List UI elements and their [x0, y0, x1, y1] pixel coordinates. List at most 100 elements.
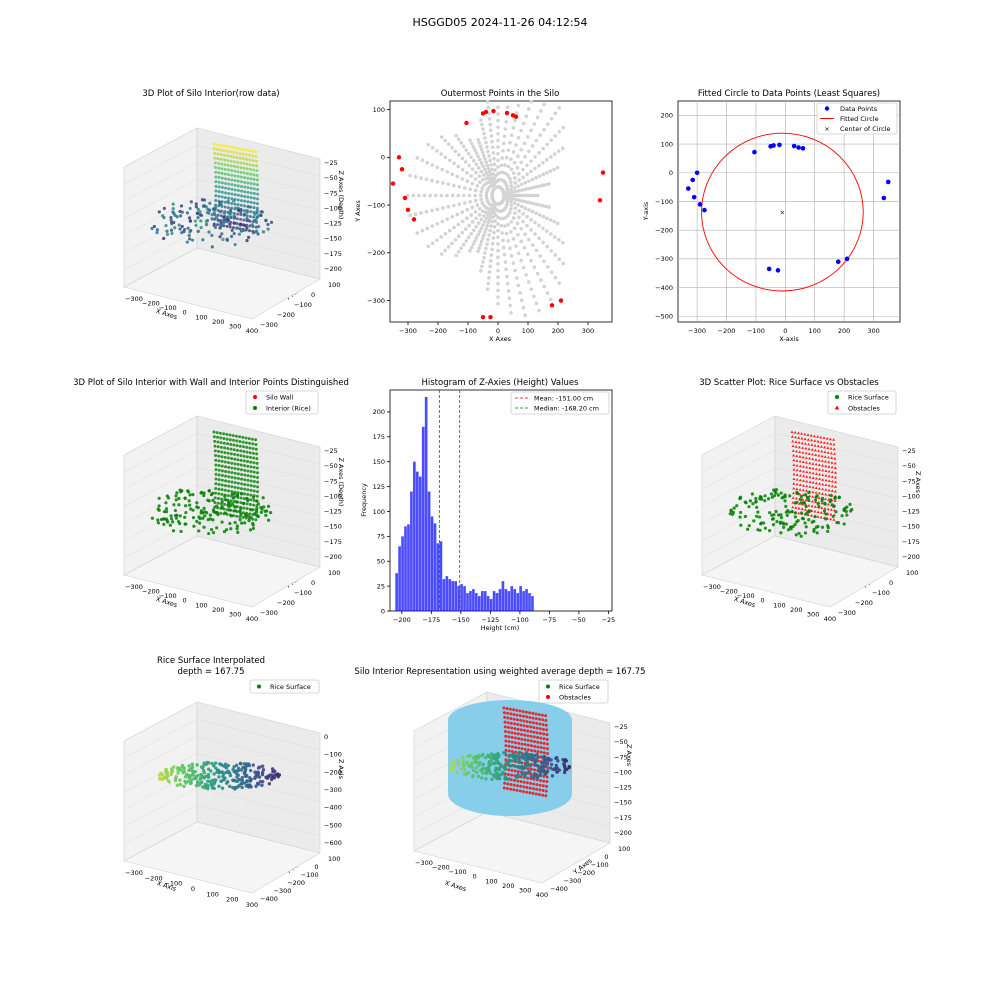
3d-silo-wall-mark — [533, 768, 537, 772]
outermost-grey-point — [486, 213, 490, 218]
3d-obstacles-ztick: −150 — [902, 523, 920, 531]
3d-wall-floor-mark — [178, 514, 182, 518]
3d-wall-floor-mark — [172, 503, 176, 507]
3d-interp-surface-mark — [176, 771, 180, 775]
3d-wall-floor-mark — [243, 521, 247, 525]
fitted-circle-data-point — [777, 142, 782, 148]
3d-wall-floor-mark — [220, 500, 224, 504]
3d-obstacles-wall-mark — [798, 450, 802, 454]
3d-obstacles-wall-mark — [832, 438, 836, 441]
3d-silo-surface-mark — [512, 755, 516, 759]
3d-raw-wall-mark — [214, 198, 218, 202]
3d-wall-wall-mark — [230, 457, 234, 461]
3d-silo-surface-mark — [498, 764, 503, 769]
histogram-ytick-label: 25 — [377, 582, 385, 590]
3d-wall-wall-mark — [214, 454, 218, 458]
3d-silo-surface-mark — [511, 752, 516, 756]
3d-obstacles-floor-mark — [783, 499, 787, 503]
3d-raw-floor-mark — [210, 233, 214, 237]
3d-wall-wall-mark — [236, 477, 240, 481]
3d-obstacles-ztick: −50 — [902, 462, 916, 470]
3d-raw-wall-mark — [243, 194, 247, 198]
3d-silo-wall-mark — [544, 714, 548, 718]
3d-obstacles-floor-mark — [815, 531, 819, 535]
3d-silo-surface-mark — [475, 770, 479, 775]
3d-silo-wall-mark — [516, 727, 520, 731]
3d-raw-floor-mark — [226, 218, 230, 222]
3d-wall-wall-mark — [217, 473, 221, 477]
3d-obstacles-wall-mark — [824, 488, 828, 491]
outermost-red-point — [405, 207, 411, 213]
3d-obstacles-wall-mark — [802, 469, 806, 473]
3d-wall-floor-mark — [247, 518, 251, 523]
3d-raw-floor-mark — [266, 222, 270, 227]
3d-obstacles-floor-mark — [776, 513, 781, 517]
3d-raw-wall-mark — [217, 180, 221, 184]
3d-obstacles-wall-mark — [817, 458, 821, 462]
3d-raw-grid-l — [123, 179, 198, 219]
outermost-grey-point — [479, 239, 484, 244]
3d-raw-panel: −300−200−10001002003004001000−100−200−30… — [123, 127, 342, 335]
3d-interp-surface-mark — [208, 779, 212, 784]
3d-obstacles-wall-mark — [801, 460, 805, 464]
3d-wall-wall-mark — [219, 441, 223, 445]
3d-interp-ytick: −100 — [301, 871, 319, 879]
outermost-grey-point — [552, 167, 556, 172]
3d-wall-floor-mark — [191, 508, 195, 512]
3d-obstacles-wall-mark — [823, 506, 827, 510]
3d-wall-wall-mark — [245, 455, 249, 459]
3d-raw-wall-mark — [246, 190, 250, 194]
3d-wall-floor-mark — [220, 506, 224, 510]
3d-obstacles-wall-mark — [808, 471, 812, 474]
3d-interp-surface-mark — [226, 763, 230, 768]
3d-obstacles-floor-mark — [750, 492, 755, 496]
3d-raw-floor-mark — [217, 219, 221, 223]
histogram-bar — [475, 593, 478, 611]
3d-wall-ztick: −200 — [324, 553, 342, 561]
3d-obstacles-wall-mark — [798, 478, 802, 482]
3d-interp-surface-mark — [217, 775, 221, 779]
3d-raw-floor-mark — [230, 228, 234, 232]
outermost-grey-point — [489, 253, 494, 257]
3d-interp-surface-mark — [194, 775, 198, 779]
3d-silo-wall-mark — [507, 749, 511, 753]
3d-silo-surface-mark — [477, 755, 481, 760]
3d-raw-floor-mark — [234, 206, 238, 210]
3d-wall-wall-mark — [246, 474, 250, 478]
outermost-grey-point — [496, 145, 500, 149]
3d-silo-surface-mark — [452, 761, 456, 766]
3d-raw-wall-mark — [225, 154, 229, 158]
3d-wall-floor-mark — [209, 527, 214, 532]
3d-wall-wall-mark — [248, 446, 252, 450]
3d-raw-floor-mark — [204, 219, 209, 223]
legend-3d-wall-label-1: Interior (Rice) — [266, 405, 311, 413]
3d-obstacles-floor-mark — [813, 498, 818, 502]
outermost-grey-point — [501, 170, 506, 175]
3d-silo-surface-mark — [535, 752, 539, 757]
outermost-grey-point — [561, 261, 566, 266]
3d-obstacles-wall-mark — [817, 486, 821, 490]
3d-obstacles-floor-mark — [735, 504, 739, 508]
outermost-grey-point — [517, 209, 521, 213]
3d-raw-wall-mark — [241, 152, 245, 156]
3d-wall-wall-mark — [217, 478, 221, 482]
3d-raw-floor-mark — [237, 232, 242, 236]
3d-obstacles-floor-mark — [767, 528, 772, 533]
3d-interp-surface-mark — [228, 773, 233, 778]
outermost-grey-point — [506, 173, 510, 178]
3d-wall-wall-mark — [249, 470, 253, 474]
3d-silo-wall-mark — [519, 784, 523, 788]
3d-raw-floor-mark — [264, 218, 268, 222]
3d-raw-floor-mark — [226, 199, 230, 203]
outermost-red-point — [558, 298, 564, 303]
outermost-grey-point — [486, 149, 490, 154]
3d-raw-wall-mark — [217, 190, 221, 194]
3d-raw-wall-mark — [220, 181, 224, 185]
3d-obstacles-floor-mark — [782, 525, 786, 530]
3d-silo-surface-mark — [546, 756, 550, 761]
outermost-grey-point — [541, 172, 546, 177]
3d-interp-surface-mark — [236, 773, 240, 777]
3d-silo-surface-mark — [484, 767, 488, 772]
3d-interp-surface-mark — [243, 770, 247, 775]
title-outermost: Outermost Points in the Silo — [441, 89, 560, 99]
